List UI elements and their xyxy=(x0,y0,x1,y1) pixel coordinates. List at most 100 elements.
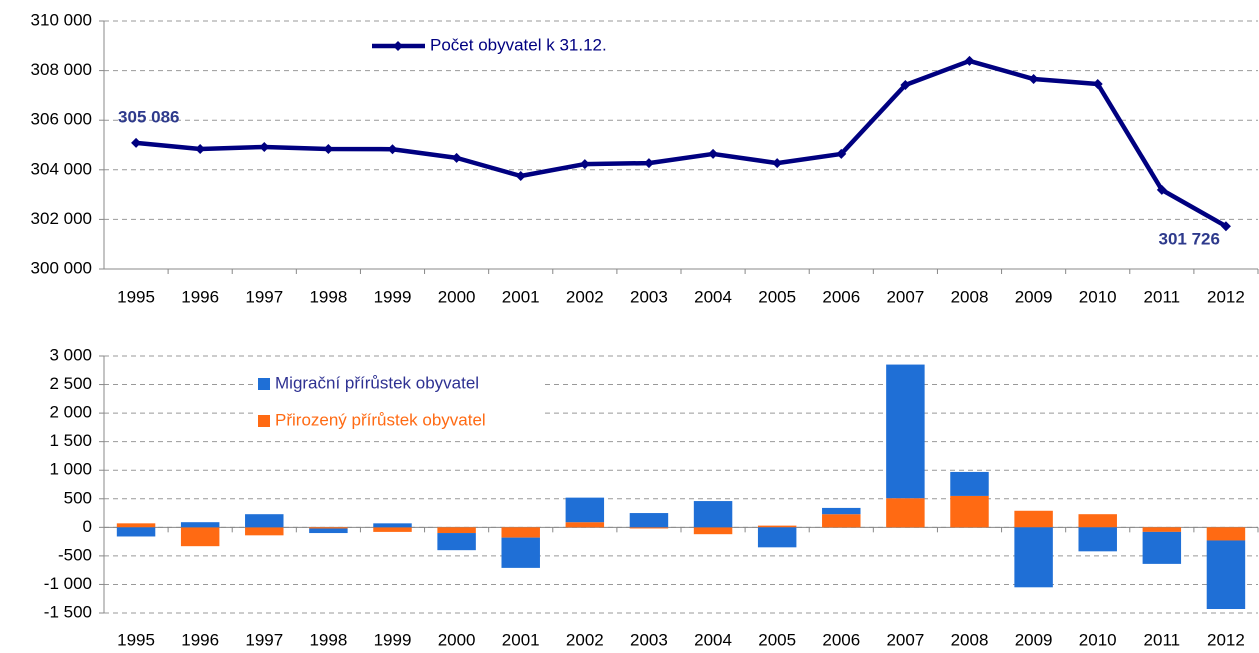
point xyxy=(836,148,847,159)
legend-label: Migrační přírůstek obyvatel xyxy=(275,373,479,392)
point xyxy=(643,158,654,169)
point xyxy=(579,159,590,170)
point xyxy=(708,148,719,159)
y-tick-label: -1 000 xyxy=(44,574,92,593)
bar xyxy=(1078,527,1117,552)
line xyxy=(135,58,1228,229)
bar xyxy=(437,527,476,534)
x-tick-label: 2003 xyxy=(630,287,668,306)
point xyxy=(387,144,398,155)
bar xyxy=(822,514,861,528)
y-tick-label: 2 500 xyxy=(49,374,92,393)
x-tick-label: 2010 xyxy=(1079,630,1117,649)
y-tick-label: -1 500 xyxy=(44,602,92,621)
bar xyxy=(501,527,540,538)
x-tick-label: 2004 xyxy=(694,287,732,306)
legend-box xyxy=(254,371,544,397)
bar xyxy=(950,471,989,496)
point xyxy=(259,141,270,152)
bar xyxy=(757,527,797,548)
x-tick-label: 1998 xyxy=(309,287,347,306)
point xyxy=(1220,221,1231,232)
bar xyxy=(116,523,156,528)
point xyxy=(772,158,783,169)
bar xyxy=(1014,510,1053,528)
point xyxy=(900,79,911,90)
x-tick-label: 2006 xyxy=(822,287,860,306)
x-tick-label: 2002 xyxy=(566,287,604,306)
point xyxy=(451,152,462,163)
bar xyxy=(245,514,284,528)
y-tick-label: 1 500 xyxy=(49,431,92,450)
legend-swatch xyxy=(258,415,270,427)
y-tick-label: 310 000 xyxy=(31,10,92,29)
x-tick-label: 2009 xyxy=(1015,630,1053,649)
bar xyxy=(757,525,797,528)
x-tick-label: 1996 xyxy=(181,287,219,306)
bar xyxy=(886,498,925,528)
point xyxy=(1092,78,1103,89)
bar xyxy=(565,497,605,523)
bar xyxy=(886,364,925,499)
bar xyxy=(373,523,412,528)
x-tick-label: 2000 xyxy=(438,287,476,306)
x-tick-label: 1998 xyxy=(309,630,347,649)
legend-marker xyxy=(393,41,403,51)
data-label: 305 086 xyxy=(118,107,179,126)
x-tick-label: 1999 xyxy=(374,287,412,306)
y-tick-label: 302 000 xyxy=(31,209,92,228)
x-tick-label: 2011 xyxy=(1144,630,1181,649)
x-tick-label: 2012 xyxy=(1207,630,1245,649)
bar xyxy=(1206,527,1246,541)
x-tick-label: 2011 xyxy=(1144,287,1181,306)
bar xyxy=(1014,527,1053,588)
x-tick-label: 2007 xyxy=(886,630,924,649)
x-tick-label: 2010 xyxy=(1079,287,1117,306)
bar xyxy=(822,507,861,515)
x-tick-label: 2001 xyxy=(502,287,540,306)
x-tick-label: 2005 xyxy=(758,630,796,649)
bar xyxy=(309,527,348,529)
y-tick-label: 306 000 xyxy=(31,110,92,129)
bar xyxy=(565,522,605,528)
x-tick-label: 2009 xyxy=(1015,287,1053,306)
bar xyxy=(437,533,476,551)
bar xyxy=(693,527,733,535)
bar xyxy=(1206,540,1246,610)
x-tick-label: 1999 xyxy=(374,630,412,649)
bar xyxy=(950,495,989,528)
point xyxy=(195,143,206,154)
bar xyxy=(180,522,220,528)
x-tick-label: 2003 xyxy=(630,630,668,649)
y-tick-label: 500 xyxy=(64,488,92,507)
x-tick-label: 2006 xyxy=(822,630,860,649)
x-tick-label: 2008 xyxy=(951,287,989,306)
x-tick-label: 2005 xyxy=(758,287,796,306)
bar xyxy=(309,528,348,534)
bar xyxy=(693,501,733,528)
point xyxy=(964,55,975,66)
x-tick-label: 2008 xyxy=(951,630,989,649)
point xyxy=(323,143,334,154)
bar xyxy=(629,513,669,528)
bar xyxy=(1142,531,1182,564)
point xyxy=(1156,184,1167,195)
x-tick-label: 1996 xyxy=(181,630,219,649)
x-tick-label: 1995 xyxy=(117,630,155,649)
legend-box xyxy=(254,408,544,434)
y-tick-label: 300 000 xyxy=(31,258,92,277)
x-tick-label: 1995 xyxy=(117,287,155,306)
point xyxy=(131,137,142,148)
y-tick-label: 308 000 xyxy=(31,60,92,79)
y-tick-label: 0 xyxy=(83,517,92,536)
bar xyxy=(501,537,540,568)
y-tick-label: -500 xyxy=(58,545,92,564)
y-tick-label: 1 000 xyxy=(49,460,92,479)
bar xyxy=(629,527,669,529)
x-tick-label: 1997 xyxy=(245,630,283,649)
y-tick-label: 304 000 xyxy=(31,159,92,178)
legend-swatch xyxy=(258,378,270,390)
bar xyxy=(1078,514,1117,528)
x-tick-label: 2001 xyxy=(502,630,540,649)
